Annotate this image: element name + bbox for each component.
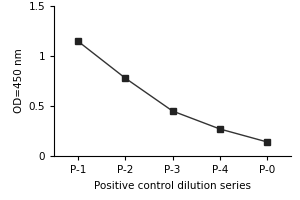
X-axis label: Positive control dilution series: Positive control dilution series — [94, 181, 251, 191]
Y-axis label: OD=450 nm: OD=450 nm — [14, 49, 24, 113]
